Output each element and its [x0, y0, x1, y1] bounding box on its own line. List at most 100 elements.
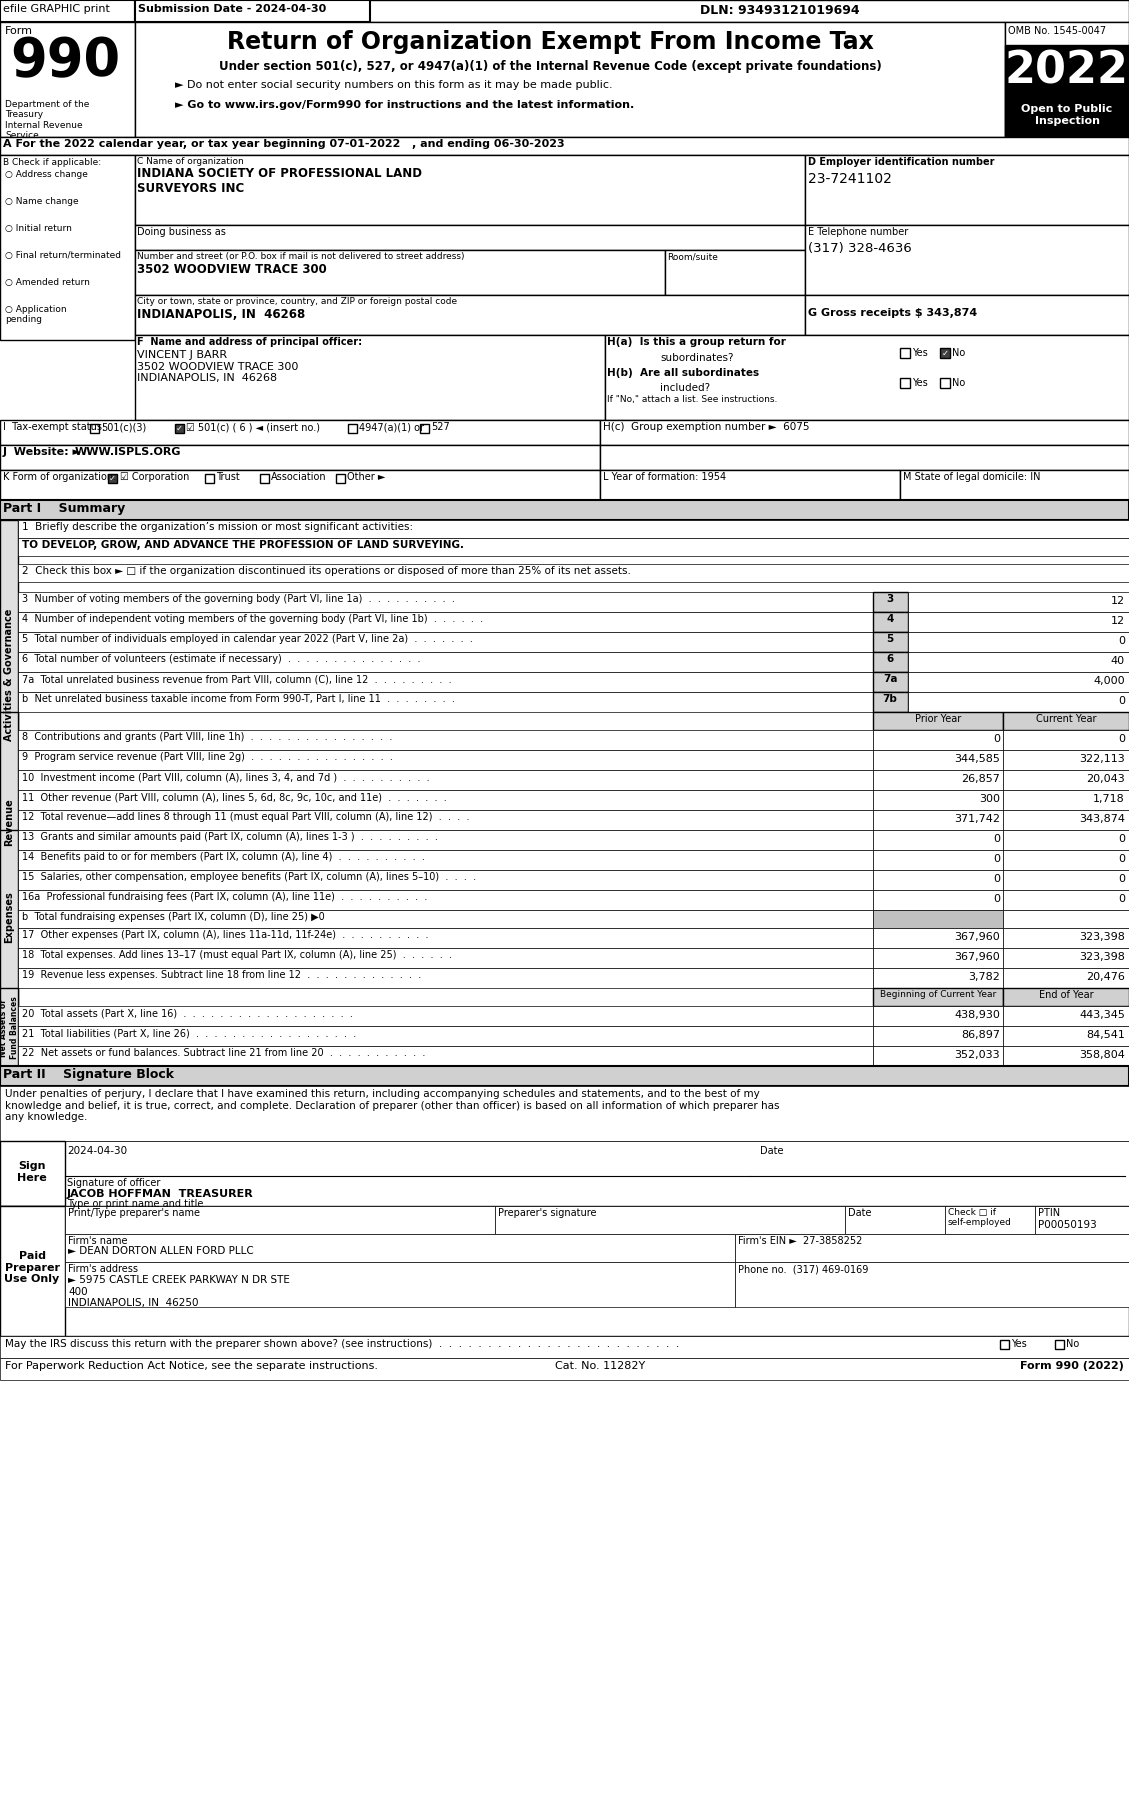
Text: 3: 3	[886, 593, 894, 604]
Text: 7a: 7a	[883, 675, 898, 684]
Text: 6  Total number of volunteers (estimate if necessary)  .  .  .  .  .  .  .  .  .: 6 Total number of volunteers (estimate i…	[21, 655, 420, 664]
Text: Signature of officer: Signature of officer	[67, 1177, 160, 1188]
Bar	[135, 225, 805, 250]
Text: Date: Date	[848, 1208, 872, 1217]
Text: City or town, state or province, country, and ZIP or foreign postal code: City or town, state or province, country…	[137, 297, 457, 307]
Text: D Employer identification number: D Employer identification number	[808, 158, 995, 167]
Text: 7b: 7b	[883, 695, 898, 704]
Bar	[1003, 713, 1129, 729]
Text: ✓: ✓	[110, 473, 116, 483]
Text: 19  Revenue less expenses. Subtract line 18 from line 12  .  .  .  .  .  .  .  .: 19 Revenue less expenses. Subtract line …	[21, 970, 421, 980]
Text: P00050193: P00050193	[1038, 1221, 1096, 1230]
Bar	[873, 891, 1003, 911]
Text: 15  Salaries, other compensation, employee benefits (Part IX, column (A), lines : 15 Salaries, other compensation, employe…	[21, 873, 476, 882]
Text: 300: 300	[979, 795, 1000, 804]
Text: 0: 0	[1118, 735, 1124, 744]
Text: WWW.ISPLS.ORG: WWW.ISPLS.ORG	[75, 446, 182, 457]
Bar	[0, 713, 18, 932]
Text: Form: Form	[5, 25, 33, 36]
Bar	[0, 470, 599, 501]
Bar	[873, 791, 1003, 811]
Bar	[0, 0, 1129, 22]
Text: 990: 990	[10, 34, 120, 87]
Text: 0: 0	[994, 894, 1000, 903]
Text: INDIANAPOLIS, IN  46268: INDIANAPOLIS, IN 46268	[137, 308, 305, 321]
Text: 4947(a)(1) or: 4947(a)(1) or	[359, 423, 425, 432]
Text: H(b)  Are all subordinates: H(b) Are all subordinates	[607, 368, 759, 377]
Bar	[844, 1206, 945, 1234]
Text: ○ Final return/terminated: ○ Final return/terminated	[5, 250, 121, 259]
Text: 17  Other expenses (Part IX, column (A), lines 11a-11d, 11f-24e)  .  .  .  .  . : 17 Other expenses (Part IX, column (A), …	[21, 931, 429, 940]
Text: 12: 12	[1111, 597, 1124, 606]
Text: Room/suite: Room/suite	[667, 252, 718, 261]
Bar	[18, 1047, 873, 1067]
Bar	[1035, 1206, 1129, 1234]
Bar	[18, 671, 873, 691]
Text: 0: 0	[1118, 637, 1124, 646]
Text: 501(c)(3): 501(c)(3)	[100, 423, 147, 432]
Text: 10  Investment income (Part VIII, column (A), lines 3, 4, and 7d )  .  .  .  .  : 10 Investment income (Part VIII, column …	[21, 773, 430, 782]
Text: Beginning of Current Year: Beginning of Current Year	[879, 990, 996, 1000]
Bar	[873, 851, 1003, 871]
Text: J  Website: ►: J Website: ►	[3, 446, 82, 457]
Bar	[1005, 22, 1129, 138]
Text: Phone no.  (317) 469-0169: Phone no. (317) 469-0169	[738, 1264, 868, 1273]
Bar	[900, 377, 910, 388]
Text: 0: 0	[994, 735, 1000, 744]
Text: A For the 2022 calendar year, or tax year beginning 07-01-2022   , and ending 06: A For the 2022 calendar year, or tax yea…	[3, 140, 564, 149]
Bar	[0, 1141, 1129, 1206]
Bar	[18, 911, 873, 929]
Text: 2024-04-30: 2024-04-30	[67, 1146, 128, 1156]
Text: K Form of organization:: K Form of organization:	[3, 472, 116, 483]
Text: Department of the
Treasury
Internal Revenue
Service: Department of the Treasury Internal Reve…	[5, 100, 89, 140]
Bar	[873, 769, 1003, 791]
Text: efile GRAPHIC print: efile GRAPHIC print	[3, 4, 110, 15]
Text: Firm's address: Firm's address	[68, 1264, 138, 1273]
Bar	[0, 521, 18, 831]
Text: C Name of organization: C Name of organization	[137, 158, 244, 167]
Bar	[1003, 1027, 1129, 1047]
Text: Prior Year: Prior Year	[914, 715, 961, 724]
Text: ► Go to www.irs.gov/Form990 for instructions and the latest information.: ► Go to www.irs.gov/Form990 for instruct…	[175, 100, 634, 111]
Text: 13  Grants and similar amounts paid (Part IX, column (A), lines 1-3 )  .  .  .  : 13 Grants and similar amounts paid (Part…	[21, 833, 438, 842]
Text: 1  Briefly describe the organization’s mission or most significant activities:: 1 Briefly describe the organization’s mi…	[21, 522, 413, 532]
Bar	[735, 1263, 1129, 1308]
Text: 4,000: 4,000	[1093, 677, 1124, 686]
Bar	[135, 296, 805, 336]
Bar	[1003, 891, 1129, 911]
Bar	[873, 611, 908, 631]
Bar	[18, 521, 1129, 539]
Text: Yes: Yes	[1010, 1339, 1026, 1350]
Bar	[1000, 1341, 1009, 1350]
Bar	[940, 348, 949, 357]
Bar	[336, 473, 345, 483]
Bar	[135, 22, 1005, 138]
Text: 527: 527	[431, 423, 449, 432]
Text: 5  Total number of individuals employed in calendar year 2022 (Part V, line 2a) : 5 Total number of individuals employed i…	[21, 635, 473, 644]
Text: 4  Number of independent voting members of the governing body (Part VI, line 1b): 4 Number of independent voting members o…	[21, 613, 483, 624]
Text: included?: included?	[660, 383, 710, 394]
Text: H(a)  Is this a group return for: H(a) Is this a group return for	[607, 337, 786, 346]
Bar	[135, 154, 805, 225]
Text: INDIANA SOCIETY OF PROFESSIONAL LAND
SURVEYORS INC: INDIANA SOCIETY OF PROFESSIONAL LAND SUR…	[137, 167, 422, 194]
Text: Cat. No. 11282Y: Cat. No. 11282Y	[554, 1360, 645, 1371]
Text: 371,742: 371,742	[954, 814, 1000, 824]
Text: Open to Public
Inspection: Open to Public Inspection	[1022, 103, 1112, 125]
Text: 352,033: 352,033	[954, 1050, 1000, 1059]
Text: ► Do not enter social security numbers on this form as it may be made public.: ► Do not enter social security numbers o…	[175, 80, 613, 91]
Bar	[495, 1206, 844, 1234]
Bar	[873, 1027, 1003, 1047]
Bar	[18, 749, 873, 769]
Text: ○ Application
pending: ○ Application pending	[5, 305, 67, 325]
Text: 11  Other revenue (Part VIII, column (A), lines 5, 6d, 8c, 9c, 10c, and 11e)  . : 11 Other revenue (Part VIII, column (A),…	[21, 793, 447, 802]
Text: (317) 328-4636: (317) 328-4636	[808, 241, 912, 256]
Bar	[0, 421, 599, 444]
Text: 84,541: 84,541	[1086, 1030, 1124, 1039]
Text: 343,874: 343,874	[1079, 814, 1124, 824]
Text: 18  Total expenses. Add lines 13–17 (must equal Part IX, column (A), line 25)  .: 18 Total expenses. Add lines 13–17 (must…	[21, 951, 452, 960]
Text: b  Net unrelated business taxable income from Form 990-T, Part I, line 11  .  . : b Net unrelated business taxable income …	[21, 695, 455, 704]
Bar	[873, 831, 1003, 851]
Bar	[1003, 749, 1129, 769]
Text: Paid
Preparer
Use Only: Paid Preparer Use Only	[5, 1252, 60, 1284]
Text: ✓: ✓	[942, 348, 948, 357]
